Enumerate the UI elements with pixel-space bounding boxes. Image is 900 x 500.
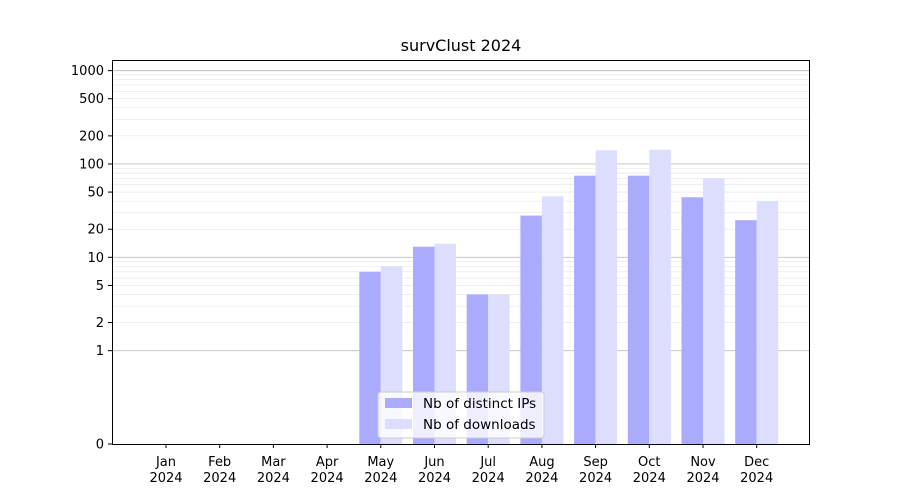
- bar-distinct-ips-dec: [735, 220, 757, 444]
- bar-distinct-ips-may: [359, 271, 381, 444]
- x-tick-label-year: 2024: [149, 471, 182, 486]
- bar-distinct-ips-aug: [520, 215, 542, 444]
- bar-downloads-dec: [756, 201, 779, 444]
- x-tick-label-year: 2024: [257, 471, 290, 486]
- x-tick-label-month: Jun: [423, 455, 444, 470]
- bar-distinct-ips-sep: [574, 175, 596, 444]
- y-tick-label: 1000: [71, 64, 104, 79]
- chart-title: survClust 2024: [401, 36, 522, 55]
- y-tick-label: 50: [87, 186, 104, 201]
- y-tick-label: 100: [79, 157, 104, 172]
- y-axis: 0 1 2 5 10 20 50 100 200 500 1000: [71, 64, 112, 453]
- x-tick-label-month: May: [367, 455, 394, 470]
- x-axis: Jan2024Feb2024Mar2024Apr2024May2024Jun20…: [149, 444, 773, 486]
- bar-downloads-sep: [595, 150, 618, 444]
- x-tick-label-year: 2024: [472, 471, 505, 486]
- y-tick-label: 0: [96, 438, 104, 453]
- legend-swatch: [385, 419, 412, 429]
- x-tick-label-year: 2024: [311, 471, 344, 486]
- x-tick-label-month: Mar: [261, 455, 286, 470]
- y-tick-label: 500: [79, 92, 104, 107]
- bar-distinct-ips-nov: [681, 197, 703, 444]
- y-tick-label: 200: [79, 129, 104, 144]
- legend: Nb of distinct IPs Nb of downloads: [377, 391, 545, 439]
- x-tick-label-month: Jul: [479, 455, 496, 470]
- y-tick-label: 5: [96, 279, 104, 294]
- bar-downloads-oct: [649, 149, 671, 444]
- x-tick-label-month: Feb: [208, 455, 231, 470]
- x-tick-label-year: 2024: [633, 471, 666, 486]
- x-tick-label-year: 2024: [579, 471, 612, 486]
- x-tick-label-year: 2024: [203, 471, 236, 486]
- y-tick-label: 10: [87, 251, 104, 266]
- bar-distinct-ips-oct: [627, 175, 650, 444]
- bar-downloads-aug: [541, 196, 564, 444]
- x-tick-label-year: 2024: [364, 471, 397, 486]
- y-tick-label: 20: [87, 223, 104, 238]
- plot-frame: [112, 60, 810, 445]
- legend-label: Nb of downloads: [423, 417, 536, 433]
- x-tick-label-month: Nov: [690, 455, 716, 470]
- x-tick-label-month: Oct: [638, 455, 660, 470]
- x-tick-label-month: Apr: [316, 455, 339, 470]
- x-tick-label-year: 2024: [686, 471, 719, 486]
- bar-downloads-nov: [703, 178, 725, 444]
- y-tick-label: 2: [96, 316, 104, 331]
- legend-label: Nb of distinct IPs: [423, 396, 536, 412]
- x-tick-label-year: 2024: [418, 471, 451, 486]
- legend-box: [377, 391, 545, 439]
- y-tick-label: 1: [96, 344, 104, 359]
- x-tick-label-month: Sep: [583, 455, 608, 470]
- x-tick-label-month: Jan: [155, 455, 176, 470]
- x-tick-label-month: Dec: [744, 455, 769, 470]
- x-tick-label-year: 2024: [740, 471, 773, 486]
- x-tick-label-year: 2024: [525, 471, 558, 486]
- x-tick-label-month: Aug: [529, 455, 554, 470]
- legend-swatch: [385, 398, 412, 408]
